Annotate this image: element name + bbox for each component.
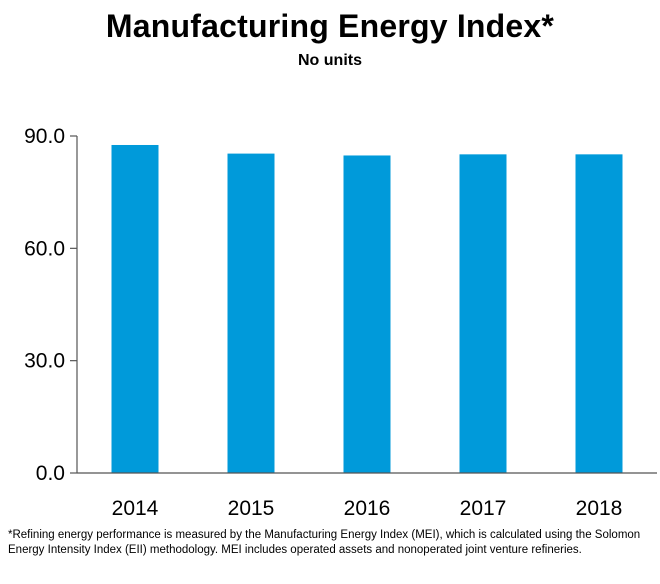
x-tick-label: 2018 xyxy=(576,497,623,520)
x-tick-label: 2017 xyxy=(460,497,507,520)
y-tick-label: 30.0 xyxy=(24,350,65,373)
y-tick-label: 90.0 xyxy=(24,125,65,148)
x-tick-label: 2016 xyxy=(344,497,391,520)
bar-2015 xyxy=(227,153,275,474)
bars-group xyxy=(111,144,623,474)
x-axis: 2014 2015 2016 2017 2018 xyxy=(77,472,657,520)
chart-title: Manufacturing Energy Index* xyxy=(105,8,555,44)
y-tick-label: 60.0 xyxy=(24,237,65,260)
bar-2014 xyxy=(111,144,159,473)
chart-subtitle: No units xyxy=(298,52,362,69)
y-axis: 0.0 30.0 60.0 90.0 xyxy=(24,125,78,485)
x-tick-label: 2014 xyxy=(112,497,159,520)
footnote: *Refining energy performance is measured… xyxy=(8,529,641,556)
bar-2016 xyxy=(343,155,391,473)
x-tick-label: 2015 xyxy=(228,497,275,520)
y-tick-label: 0.0 xyxy=(36,462,65,485)
bar-2018 xyxy=(575,154,623,473)
bar-2017 xyxy=(459,154,507,473)
